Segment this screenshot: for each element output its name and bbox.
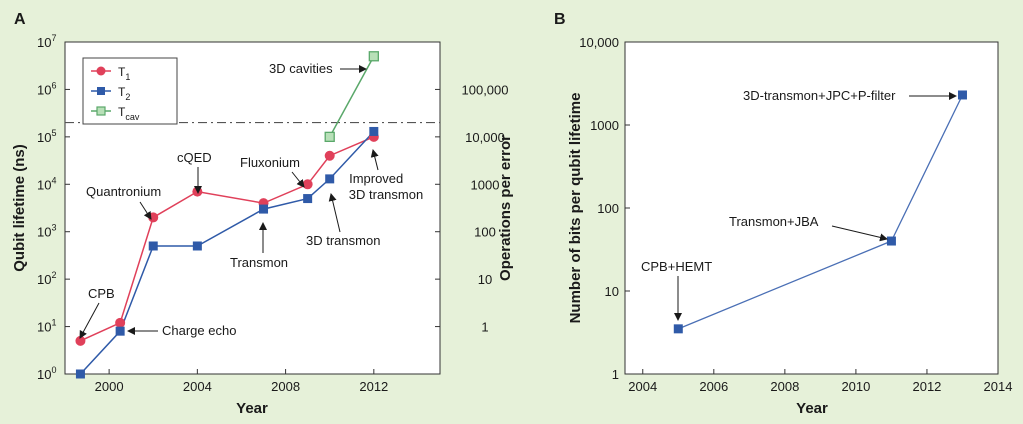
panel-b-data-point bbox=[957, 90, 967, 100]
panel-a-xtick-label: 2000 bbox=[95, 379, 124, 394]
panel-a-right-tick-label: 10,000 bbox=[465, 130, 505, 145]
data-point-t2 bbox=[192, 241, 202, 251]
annotation-fluxonium-arrow bbox=[291, 171, 305, 188]
panel-a-ytick-label: 103 bbox=[37, 223, 56, 240]
data-point-t1 bbox=[192, 186, 203, 197]
panel-a-xtick-label: 2008 bbox=[271, 379, 300, 394]
panel-b-ylabel: Number of bits per qubit lifetime bbox=[567, 93, 584, 324]
panel-a-ytick-label: 105 bbox=[37, 128, 56, 145]
annotation-transmon: Transmon bbox=[230, 255, 288, 270]
legend-t2-marker bbox=[97, 87, 105, 95]
panel-a-ylabel-right: Operations per error bbox=[497, 135, 514, 281]
annotation-fluxonium: Fluxonium bbox=[240, 155, 300, 170]
panel-a-xtick-label: 2004 bbox=[183, 379, 212, 394]
panel-b-ytick-label: 100 bbox=[597, 201, 619, 216]
legend-tcav-marker bbox=[96, 106, 106, 116]
data-point-t1 bbox=[115, 317, 126, 328]
panel-a-ytick-label: 101 bbox=[37, 318, 56, 335]
annotation-cqed: cQED bbox=[177, 150, 212, 165]
panel-b-data-point bbox=[886, 236, 896, 246]
annotation-quantronium-arrow bbox=[139, 201, 152, 220]
annotation-3d-transmon: 3D transmon bbox=[306, 233, 380, 248]
data-point-t2 bbox=[303, 194, 313, 204]
data-point-t1 bbox=[324, 150, 335, 161]
annotation-3d-cavities: 3D cavities bbox=[269, 61, 333, 76]
panel-b-xtick-label: 2012 bbox=[912, 379, 941, 394]
legend-t2: T2 bbox=[118, 85, 130, 102]
data-point-t1 bbox=[302, 179, 313, 190]
annotation-3d-transmon-jpc: 3D-transmon+JPC+P-filter bbox=[743, 88, 896, 103]
panel-a-ytick-label: 102 bbox=[37, 270, 56, 287]
data-point-t2 bbox=[115, 326, 125, 336]
panel-a-label: A bbox=[14, 11, 26, 28]
panel-b-label: B bbox=[554, 11, 566, 28]
annotation-improved-arrow bbox=[370, 149, 379, 171]
panel-b-plot-area bbox=[624, 41, 999, 375]
panel-a-xtick-label: 2012 bbox=[359, 379, 388, 394]
annotation-quantronium: Quantronium bbox=[86, 184, 161, 199]
panel-b-annotations: CPB+HEMT Transmon+JBA 3D-transmon+JPC+P-… bbox=[641, 88, 957, 321]
annotation-cpb-hemt: CPB+HEMT bbox=[641, 259, 712, 274]
data-point-t2 bbox=[325, 174, 335, 184]
data-point-t2 bbox=[148, 241, 158, 251]
panel-a-right-tick-label: 10 bbox=[478, 272, 492, 287]
annotation-3d-transmon-arrow bbox=[328, 193, 341, 233]
panel-a-ytick-label: 107 bbox=[37, 33, 56, 50]
panel-b-xlabel: Year bbox=[796, 400, 828, 417]
legend-t1: T1 bbox=[118, 65, 130, 82]
data-point-t2 bbox=[75, 369, 85, 379]
data-point-tcav bbox=[368, 51, 379, 62]
panel-b-xtick-label: 2010 bbox=[841, 379, 870, 394]
panel-b-xtick-label: 2004 bbox=[628, 379, 657, 394]
panel-a-right-tick-label: 100,000 bbox=[462, 82, 509, 97]
panel-a-annotations: CPB Charge echo Quantronium cQED Transmo… bbox=[79, 61, 423, 339]
panel-b-xtick-label: 2006 bbox=[699, 379, 728, 394]
panel-b-ytick-label: 1000 bbox=[590, 118, 619, 133]
annotation-cpb: CPB bbox=[88, 286, 115, 301]
panel-a-ytick-label: 104 bbox=[37, 175, 56, 192]
annotation-transmon-jba: Transmon+JBA bbox=[729, 214, 819, 229]
panel-b-ytick-label: 1 bbox=[612, 367, 619, 382]
data-point-tcav bbox=[324, 131, 335, 143]
annotation-charge-echo: Charge echo bbox=[162, 323, 236, 338]
panel-a-right-tick-label: 1000 bbox=[471, 177, 500, 192]
panel-a-ylabel: Qubit lifetime (ns) bbox=[11, 144, 28, 272]
annotation-transmon-jba-arrow bbox=[831, 225, 888, 242]
data-point-t2 bbox=[369, 126, 379, 136]
legend: T1 T2 Tcav bbox=[82, 57, 178, 125]
panel-a-right-tick-label: 100 bbox=[474, 225, 496, 240]
panel-b-data-point bbox=[673, 324, 683, 334]
panel-a-right-tick-label: 1 bbox=[481, 320, 488, 335]
annotation-cpb-arrow bbox=[79, 302, 100, 339]
panel-a-ytick-label: 100 bbox=[37, 365, 56, 382]
data-point-t2 bbox=[259, 204, 269, 214]
panel-b-xtick-label: 2014 bbox=[984, 379, 1013, 394]
panel-b-ytick-label: 10,000 bbox=[579, 35, 619, 50]
annotation-improved-3d-transmon: Improved 3D transmon bbox=[349, 171, 423, 202]
panel-b-ytick-label: 10 bbox=[605, 284, 619, 299]
legend-tcav: Tcav bbox=[118, 105, 140, 122]
legend-t1-marker bbox=[96, 66, 106, 76]
panel-a-xlabel: Year bbox=[236, 400, 268, 417]
panel-a-ytick-label: 106 bbox=[37, 80, 56, 97]
panel-b-xtick-label: 2008 bbox=[770, 379, 799, 394]
series-line-t1 bbox=[80, 136, 375, 342]
